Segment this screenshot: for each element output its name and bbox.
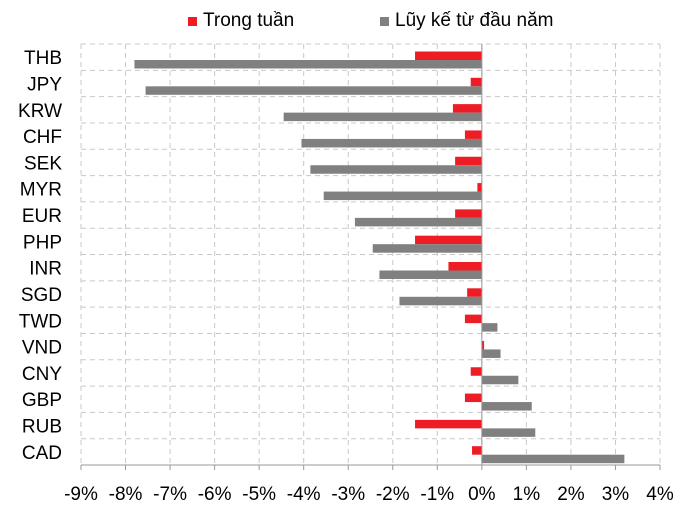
bar-weekly-thb [415, 51, 482, 60]
bar-weekly-vnd [481, 340, 485, 350]
bar-ytd-jpy [145, 86, 482, 95]
bar-weekly-sgd [467, 288, 482, 297]
bar-ytd-vnd [481, 349, 501, 358]
x-tick-label: -1% [420, 484, 454, 505]
bar-weekly-krw [452, 104, 482, 113]
category-label-php: PHP [23, 232, 62, 253]
category-label-cny: CNY [22, 364, 62, 385]
legend-swatch-ytd [380, 16, 389, 26]
bar-ytd-thb [134, 60, 482, 69]
x-tick-label: 0% [468, 484, 496, 505]
category-label-sek: SEK [24, 153, 62, 174]
category-labels: THB JPY KRW CHF SEK MYR EUR PHP INR SGD TWD VND CNY G… [18, 48, 62, 464]
bar-ytd-twd [481, 323, 498, 332]
x-tick-label: -9% [64, 484, 98, 505]
category-label-inr: INR [29, 259, 62, 280]
bar-weekly-myr [477, 183, 482, 192]
bar-weekly-php [415, 235, 482, 245]
bar-weekly-chf [464, 130, 482, 139]
bar-weekly-cny [470, 367, 482, 376]
bars [134, 51, 625, 464]
x-tick-label: 3% [602, 484, 630, 505]
bar-ytd-myr [323, 191, 482, 201]
x-tick-label: -4% [287, 484, 321, 505]
bar-weekly-twd [464, 314, 482, 324]
bar-ytd-chf [301, 138, 482, 148]
x-tick-label: -8% [109, 484, 143, 505]
category-label-thb: THB [24, 48, 62, 69]
bar-weekly-cad [472, 446, 482, 455]
bar-ytd-sek [310, 165, 482, 174]
bar-ytd-eur [354, 217, 482, 227]
bar-ytd-cad [481, 454, 625, 464]
bar-ytd-sgd [399, 296, 482, 306]
x-tick-label: -7% [153, 484, 187, 505]
category-label-sgd: SGD [21, 285, 62, 306]
x-tick-label: 2% [557, 484, 585, 505]
bar-weekly-sek [455, 156, 482, 166]
legend-item-weekly: Trong tuần [188, 8, 294, 34]
bar-weekly-inr [448, 262, 482, 271]
category-label-gbp: GBP [22, 390, 62, 411]
category-label-cad: CAD [22, 443, 62, 464]
legend-swatch-weekly [188, 16, 197, 26]
x-tick-label: -6% [198, 484, 232, 505]
x-tick-label: 4% [646, 484, 674, 505]
legend-label-ytd: Lũy kế từ đầu năm [395, 10, 554, 31]
bar-weekly-eur [455, 209, 482, 218]
bar-ytd-inr [379, 270, 482, 279]
bar-ytd-krw [283, 112, 482, 122]
category-label-chf: CHF [23, 127, 62, 148]
x-tick-label: -2% [376, 484, 410, 505]
category-label-myr: MYR [20, 180, 62, 201]
axes [80, 44, 661, 470]
legend-label-weekly: Trong tuần [203, 10, 295, 31]
bar-weekly-rub [415, 419, 482, 429]
x-tick-label: 1% [513, 484, 541, 505]
bar-ytd-rub [481, 428, 536, 437]
bar-weekly-gbp [464, 393, 482, 403]
bar-ytd-php [372, 244, 482, 253]
category-label-jpy: JPY [27, 74, 62, 95]
category-label-twd: TWD [19, 311, 62, 332]
bar-weekly-jpy [470, 77, 482, 87]
tick-labels: -9% -8% -7% -6% -5% -4% -3% -2% -1% 0% 1% 2% 3% 4% [64, 484, 674, 505]
category-label-krw: KRW [18, 101, 62, 122]
bar-ytd-cny [481, 375, 519, 385]
grid-lines [80, 43, 661, 466]
category-label-vnd: VND [22, 338, 62, 359]
category-label-rub: RUB [22, 417, 62, 438]
x-tick-label: -5% [242, 484, 276, 505]
legend-item-ytd: Lũy kế từ đầu năm [380, 8, 553, 34]
bar-ytd-gbp [481, 402, 532, 411]
category-label-eur: EUR [22, 206, 62, 227]
x-tick-label: -3% [331, 484, 365, 505]
